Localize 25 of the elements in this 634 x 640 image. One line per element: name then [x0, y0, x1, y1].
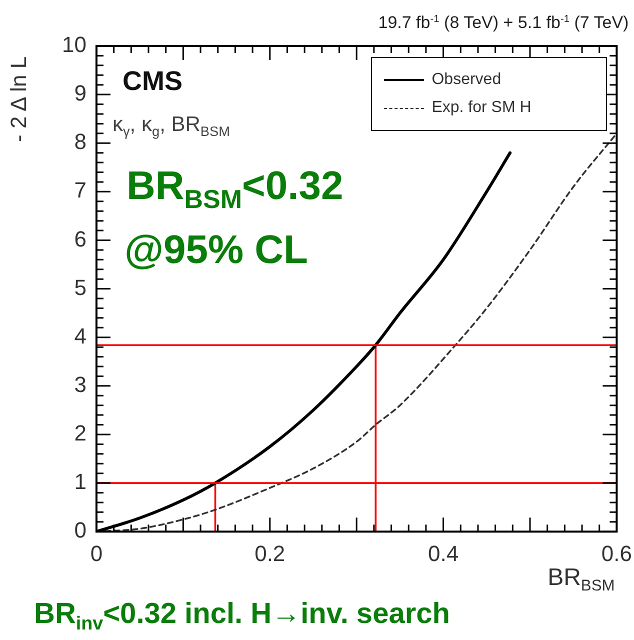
y-axis-title: - 2 Δ ln L: [6, 56, 31, 142]
annotation: κ$_{γ}$, κ$_{g}$, BR$_{BSM}$: [112, 113, 230, 139]
y-tick-label: 5: [74, 274, 86, 300]
legend-label: Exp. for SM H: [432, 99, 532, 117]
y-tick-label: 3: [74, 372, 86, 397]
y-tick-label: 2: [74, 420, 86, 446]
annotation: BR$_{BSM}$<0.32: [126, 164, 344, 214]
y-tick-label: 1: [74, 469, 86, 494]
chart-title: 19.7 fb$^{-1}$ (8 TeV) + 5.1 fb$^{-1}$ (7 TeV): [378, 13, 629, 32]
x-tick-label: 0.4: [428, 540, 459, 566]
x-axis-title: BR$_{BSM}$: [548, 564, 615, 594]
y-tick-label: 6: [74, 226, 86, 252]
y-tick-label: 8: [74, 129, 86, 154]
x-tick-label: 0.2: [254, 540, 286, 566]
text: BR$_{inv}$<0.32 incl. H→inv. search: [34, 598, 450, 634]
annotation: CMS: [122, 66, 182, 96]
y-tick-label: 0: [74, 518, 86, 543]
y-tick-label: 7: [74, 178, 86, 203]
legend-label: Observed: [432, 71, 502, 89]
x-tick-label: 0.6: [601, 540, 632, 566]
y-tick-label: 4: [74, 323, 86, 348]
y-tick-label: 10: [62, 32, 86, 58]
y-tick-label: 9: [74, 80, 86, 106]
x-tick-label: 0: [90, 540, 103, 566]
annotation: @95% CL: [124, 228, 308, 272]
